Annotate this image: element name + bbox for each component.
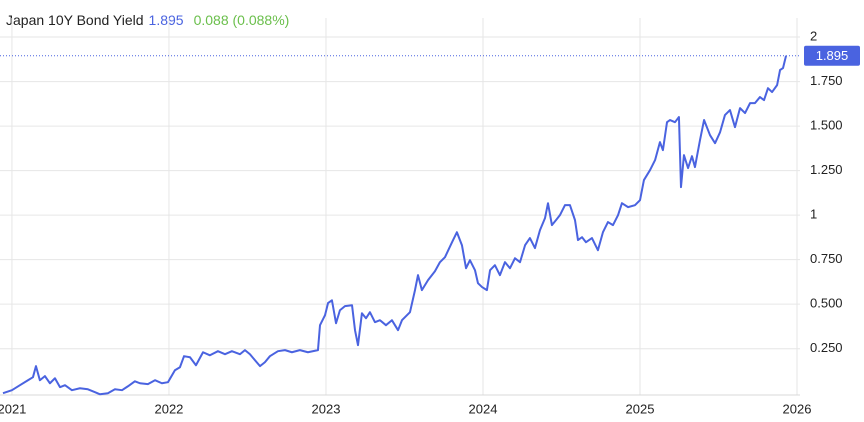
line: [2, 55, 788, 396]
y-tick-label: 2: [810, 28, 817, 43]
x-tick-label: 2026: [783, 401, 812, 416]
x-tick-label: 2023: [312, 401, 341, 416]
y-tick-label: 1.250: [810, 162, 843, 177]
y-tick-label: 1.500: [810, 118, 843, 133]
change: 0.088 (0.088%): [194, 12, 290, 28]
x-tick-label: 2025: [626, 401, 655, 416]
x-tick-label: 2022: [154, 401, 183, 416]
y-tick-label: 0.500: [810, 296, 843, 311]
last-value: 1.895: [149, 12, 184, 28]
chart-header: Japan 10Y Bond Yield 1.895 0.088 (0.088%): [6, 12, 289, 28]
x-tick-label: 2024: [469, 401, 498, 416]
y-tick-label: 1: [810, 207, 817, 222]
x-tick-label: 2021: [0, 401, 26, 416]
chart-title: Japan 10Y Bond Yield: [6, 12, 144, 28]
last-value-box: [804, 45, 860, 66]
last-value-label: 1.895: [816, 48, 849, 63]
y-tick-label: 0.250: [810, 340, 843, 355]
y-tick-label: 1.750: [810, 73, 843, 88]
y-tick-label: 0.750: [810, 251, 843, 266]
